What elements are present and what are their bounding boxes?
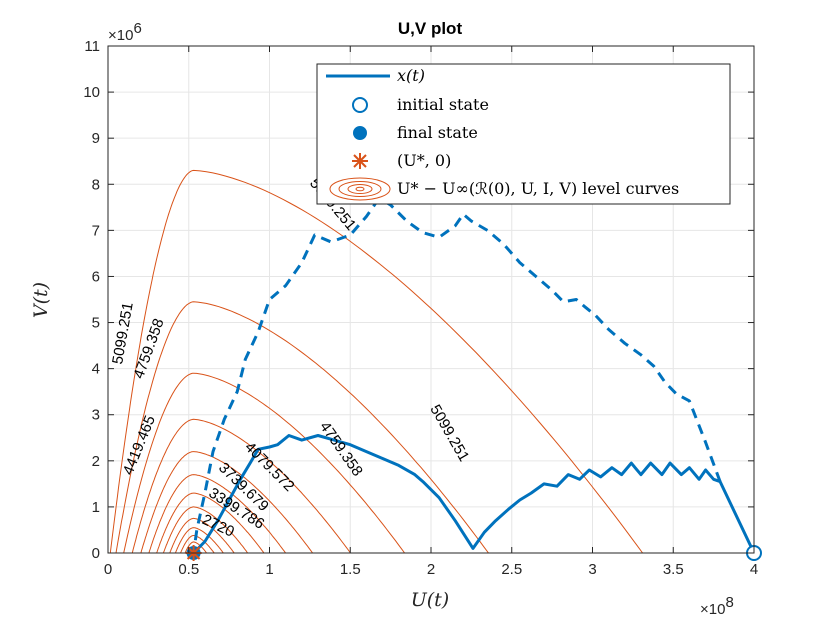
- y-tick-label: 10: [83, 84, 100, 101]
- trajectory-dashed-line: [192, 196, 722, 554]
- contour-curve: [169, 517, 235, 554]
- y-tick-label: 0: [92, 545, 100, 562]
- y-tick-label: 11: [84, 38, 100, 55]
- legend-label: final state: [397, 123, 478, 142]
- contour-curve: [156, 492, 265, 554]
- x-multiplier: ×108: [700, 594, 734, 618]
- legend-open-circle-swatch: [352, 97, 368, 113]
- axes-frame: [107, 45, 755, 554]
- x-tick-label: 1.5: [340, 561, 361, 578]
- legend-label: x(t): [397, 66, 425, 85]
- y-tick-label: 8: [92, 176, 100, 193]
- contour-curve: [123, 372, 406, 554]
- y-tick-label: 6: [92, 268, 100, 285]
- contour-curve: [162, 506, 249, 554]
- x-tick-label: 2: [427, 561, 435, 578]
- legend-ellipses-swatch: [329, 177, 391, 201]
- y-multiplier: ×106: [108, 20, 142, 44]
- contour-curve: [174, 527, 224, 554]
- contour-curves: [109, 169, 644, 554]
- y-tick-label: 2: [92, 453, 100, 470]
- x-tick-label: 4: [750, 561, 758, 578]
- legend-filled-circle-swatch: [353, 126, 367, 140]
- contour-curve: [131, 418, 351, 554]
- y-tick-label: 1: [92, 499, 100, 516]
- chart-title: U,V plot: [398, 19, 463, 38]
- contour-curve: [140, 451, 314, 554]
- x-tick-label: 2.5: [501, 561, 522, 578]
- x-tick-label: 1: [265, 561, 273, 578]
- y-axis-label: V(t): [30, 282, 52, 318]
- contour-curve: [109, 169, 644, 554]
- y-tick-label: 4: [92, 361, 100, 378]
- x-tick-label: 0.5: [178, 561, 199, 578]
- axes-box: [107, 45, 755, 554]
- legend-label: initial state: [397, 95, 489, 114]
- y-tick-label: 3: [92, 407, 100, 424]
- y-tick-label: 5: [92, 315, 100, 332]
- x-tick-label: 3: [588, 561, 596, 578]
- contour-curve: [180, 535, 215, 554]
- y-tick-label: 7: [92, 222, 100, 239]
- y-tick-label: 9: [92, 130, 100, 147]
- x-tick-label: 0: [104, 561, 112, 578]
- tick-labels: 0 0.5 1 1.5 2 2.5 3 3.5 4 0 1 2 3 4 5 6 7 8 9 10 11: [83, 38, 758, 578]
- trajectory-series: [192, 196, 756, 555]
- contour-curve: [148, 474, 287, 554]
- legend-label: (U*, 0): [397, 151, 451, 170]
- legend-label: U* − U∞(ℛ(0), U, I, V) level curves: [397, 179, 679, 198]
- x-axis-label: U(t): [411, 589, 449, 611]
- legend: x(t) initial state final state (U*, 0) U* − …: [316, 63, 731, 205]
- contour-curve: [115, 301, 489, 554]
- legend-asterisk-swatch: [352, 153, 368, 169]
- trajectory-line: [192, 434, 756, 555]
- x-tick-label: 3.5: [663, 561, 684, 578]
